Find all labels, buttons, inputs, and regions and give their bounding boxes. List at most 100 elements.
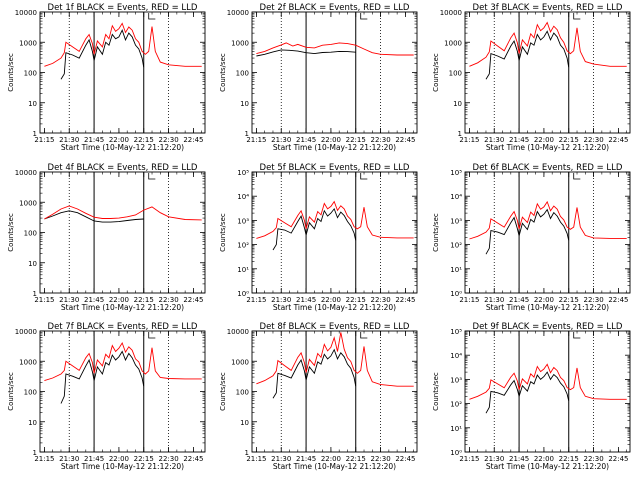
y-tick-label: 100 <box>24 230 37 238</box>
y-tick-label: 1000 <box>19 39 37 47</box>
x-tick-label: 22:45 <box>395 455 415 463</box>
y-tick-label: 10⁴ <box>450 193 462 201</box>
plot-frame <box>39 171 206 294</box>
x-tick-label: 22:00 <box>534 136 554 144</box>
x-tick-label: 21:45 <box>296 136 316 144</box>
x-tick-label: 21:15 <box>34 136 54 144</box>
plot-frame <box>251 171 418 294</box>
y-tick-label: 10000 <box>227 328 249 336</box>
x-tick-label: 21:15 <box>459 296 479 304</box>
y-tick-label: 100 <box>236 389 249 397</box>
panel-title: Det 1f BLACK = Events, RED = LLD <box>48 3 198 13</box>
x-axis-label: Start Time (10-May-12 21:12:20) <box>61 303 184 312</box>
y-tick-label: 10 <box>240 100 249 108</box>
x-tick-label: 22:00 <box>534 455 554 463</box>
x-axis-label: Start Time (10-May-12 21:12:20) <box>273 143 396 152</box>
x-tick-label: 21:30 <box>271 136 291 144</box>
panel-1: Det 1f BLACK = Events, RED = LLD Counts/s… <box>7 3 206 152</box>
series-lld-line <box>256 42 414 56</box>
y-tick-label: 10000 <box>15 9 37 17</box>
x-axis-label: Start Time (10-May-12 21:12:20) <box>61 462 184 471</box>
y-tick-label: 10⁰ <box>450 290 462 298</box>
y-tick-label: 10⁰ <box>450 449 462 457</box>
interval-bracket <box>573 332 581 339</box>
x-tick-label: 22:30 <box>370 296 390 304</box>
y-tick-label: 10⁴ <box>450 352 462 360</box>
series-events-line <box>44 210 144 223</box>
x-tick-label: 22:45 <box>395 296 415 304</box>
y-tick-label: 10⁴ <box>237 193 249 201</box>
interval-bracket <box>148 332 156 339</box>
x-tick-label: 21:15 <box>246 455 266 463</box>
panel-title: Det 7f BLACK = Events, RED = LLD <box>48 322 198 332</box>
interval-bracket <box>148 173 156 180</box>
x-axis-label: Start Time (10-May-12 21:12:20) <box>273 303 396 312</box>
plot-frame <box>39 11 206 134</box>
y-tick-label: 10² <box>450 242 462 250</box>
y-tick-label: 1 <box>245 130 249 138</box>
interval-bracket <box>360 173 368 180</box>
series-events-line <box>60 350 145 404</box>
x-tick-label: 21:45 <box>296 455 316 463</box>
x-tick-label: 21:15 <box>246 296 266 304</box>
series-events-line <box>485 30 570 80</box>
y-tick-label: 10² <box>450 401 462 409</box>
y-axis-label: Counts/sec <box>219 53 227 92</box>
x-tick-label: 21:45 <box>509 296 529 304</box>
x-tick-label: 22:45 <box>183 455 203 463</box>
y-tick-label: 1000 <box>19 199 37 207</box>
series-lld-line <box>469 363 627 400</box>
x-tick-label: 22:45 <box>608 136 628 144</box>
y-axis-label: Counts/sec <box>7 53 15 92</box>
x-tick-label: 21:15 <box>459 136 479 144</box>
y-tick-label: 1000 <box>231 39 249 47</box>
interval-bracket <box>573 13 581 20</box>
plot-frame <box>39 330 206 453</box>
x-tick-label: 22:00 <box>109 455 129 463</box>
x-tick-label: 21:30 <box>59 296 79 304</box>
panel-3: Det 3f BLACK = Events, RED = LLD Counts/s… <box>432 3 631 152</box>
plot-frame <box>464 171 631 294</box>
panel-8: Det 8f BLACK = Events, RED = LLD Counts/s… <box>219 322 418 471</box>
y-tick-label: 1 <box>245 449 249 457</box>
x-tick-label: 21:45 <box>84 296 104 304</box>
series-events-line <box>272 348 357 399</box>
y-tick-label: 10¹ <box>450 425 462 433</box>
panel-title: Det 5f BLACK = Events, RED = LLD <box>260 163 410 173</box>
x-tick-label: 22:15 <box>559 455 579 463</box>
y-tick-label: 10000 <box>15 169 37 177</box>
panel-title: Det 9f BLACK = Events, RED = LLD <box>473 322 623 332</box>
panel-7: Det 7f BLACK = Events, RED = LLD Counts/s… <box>7 322 206 471</box>
x-tick-label: 22:45 <box>608 296 628 304</box>
x-tick-label: 21:30 <box>484 296 504 304</box>
y-tick-label: 10000 <box>227 9 249 17</box>
x-tick-label: 21:15 <box>246 136 266 144</box>
x-tick-label: 21:45 <box>509 136 529 144</box>
y-tick-label: 10 <box>28 419 37 427</box>
y-tick-label: 10000 <box>440 9 462 17</box>
x-tick-label: 22:15 <box>134 136 154 144</box>
y-tick-label: 1 <box>33 290 37 298</box>
x-tick-label: 22:15 <box>346 296 366 304</box>
series-events-line <box>60 29 145 80</box>
series-lld-line <box>469 200 627 240</box>
x-tick-label: 22:45 <box>395 136 415 144</box>
x-tick-label: 21:45 <box>296 296 316 304</box>
y-tick-label: 10 <box>240 419 249 427</box>
y-tick-label: 10 <box>28 260 37 268</box>
series-lld-line <box>44 205 202 221</box>
x-tick-label: 22:30 <box>370 136 390 144</box>
x-tick-label: 21:30 <box>484 455 504 463</box>
panel-4: Det 4f BLACK = Events, RED = LLD Counts/s… <box>7 163 206 312</box>
x-tick-label: 22:15 <box>559 136 579 144</box>
x-tick-label: 22:30 <box>583 136 603 144</box>
plot-frame <box>464 330 631 453</box>
x-axis-label: Start Time (10-May-12 21:12:20) <box>61 143 184 152</box>
y-tick-label: 10¹ <box>450 266 462 274</box>
interval-bracket <box>360 13 368 20</box>
y-tick-label: 1000 <box>19 358 37 366</box>
x-axis-label: Start Time (10-May-12 21:12:20) <box>273 462 396 471</box>
x-tick-label: 22:15 <box>134 455 154 463</box>
panel-title: Det 4f BLACK = Events, RED = LLD <box>48 163 198 173</box>
